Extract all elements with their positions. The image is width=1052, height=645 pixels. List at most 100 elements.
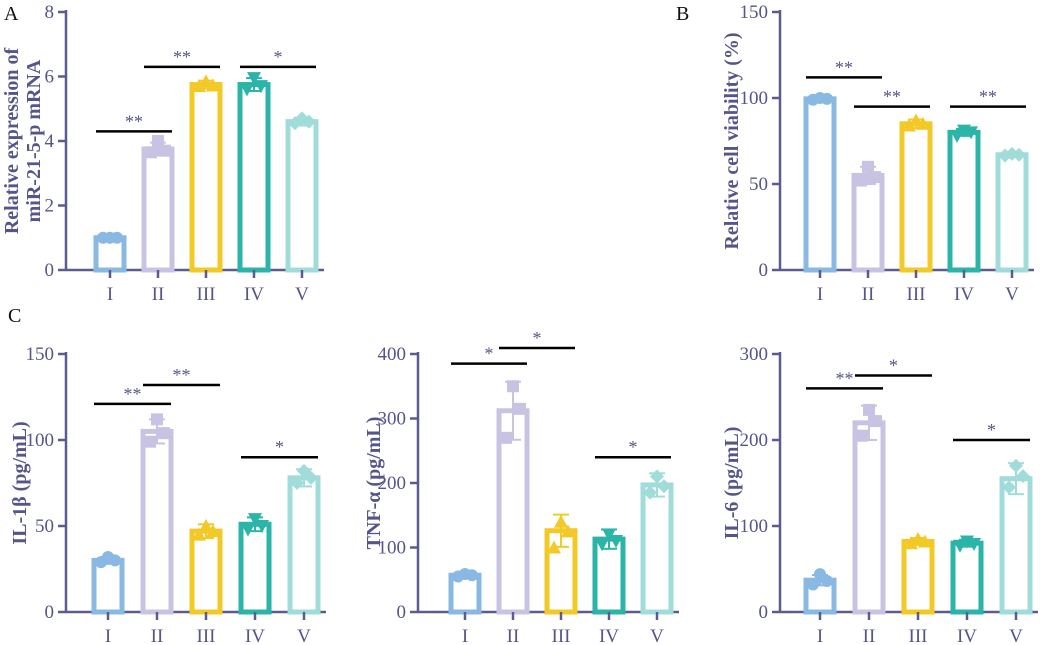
panel-letter-c: C <box>8 305 21 327</box>
data-point <box>248 513 262 527</box>
significance-label: ** <box>173 47 191 67</box>
data-point <box>145 146 157 159</box>
y-axis-label-line: miR-21-5-p mRNA <box>23 59 45 222</box>
y-tick-label: 100 <box>740 88 769 109</box>
x-tick-label: III <box>909 626 928 645</box>
x-tick-label: II <box>507 626 520 645</box>
chart-a: 0 2 4 6 8 Relative expression ofmiR-21-5-p mR… <box>1 2 324 305</box>
significance-label: * <box>987 420 996 440</box>
y-axis-label: IL-1β (pg/mL) <box>9 421 31 544</box>
y-tick-label: 100 <box>740 516 769 537</box>
data-point <box>960 535 974 549</box>
y-tick-label: 0 <box>759 602 769 623</box>
x-tick-label: V <box>1005 284 1019 305</box>
bar-iv <box>238 521 272 615</box>
data-point <box>290 476 304 490</box>
bar-iv <box>237 82 271 273</box>
y-tick-label: 150 <box>26 344 55 365</box>
data-point <box>241 523 255 537</box>
y-tick-label: 200 <box>740 430 769 451</box>
data-point <box>1005 146 1019 161</box>
data-point <box>295 111 309 126</box>
data-point <box>500 431 512 444</box>
y-tick-label: 0 <box>397 602 407 623</box>
data-point <box>254 80 268 94</box>
bar-v <box>640 482 674 615</box>
data-point <box>159 144 171 157</box>
bar-iii <box>189 528 223 615</box>
data-point <box>206 78 220 92</box>
significance-label: ** <box>979 87 997 107</box>
x-tick-label: II <box>863 626 876 645</box>
data-point <box>602 528 616 542</box>
data-point <box>904 536 918 550</box>
data-point <box>1009 458 1023 473</box>
bar-v <box>999 476 1033 615</box>
x-tick-label: I <box>817 626 823 645</box>
bar-iv <box>592 536 626 615</box>
significance-label: * <box>889 356 898 376</box>
data-point <box>297 463 311 478</box>
data-point <box>507 380 519 393</box>
data-point <box>650 469 664 484</box>
data-point <box>863 403 875 416</box>
y-tick-label: 150 <box>740 2 769 23</box>
data-point <box>144 435 156 448</box>
x-tick-label: III <box>197 626 216 645</box>
data-point <box>561 524 575 538</box>
data-point <box>240 83 254 97</box>
y-tick-label: 8 <box>45 2 55 23</box>
x-tick-label: IV <box>957 626 977 645</box>
x-tick-label: III <box>552 626 571 645</box>
data-point <box>459 567 471 580</box>
y-tick-label: 2 <box>45 196 55 217</box>
panel-letter-a: A <box>4 3 19 25</box>
y-tick-label: 0 <box>45 260 55 281</box>
data-point <box>916 116 930 130</box>
y-axis-label-line: TNF-α (pg/mL) <box>363 417 385 550</box>
data-point <box>814 92 826 104</box>
data-point <box>869 171 881 184</box>
data-point <box>514 402 526 415</box>
x-tick-label: II <box>151 626 164 645</box>
data-point <box>870 415 882 428</box>
x-tick-label: III <box>907 284 926 305</box>
bar-i <box>803 96 837 273</box>
data-point <box>911 531 925 545</box>
data-point <box>192 527 206 541</box>
data-point <box>957 124 971 138</box>
significance-label: * <box>485 344 494 364</box>
data-point <box>595 538 609 552</box>
data-point <box>199 74 213 88</box>
y-axis-label: Relative expression ofmiR-21-5-p mRNA <box>1 48 45 235</box>
data-point <box>909 113 923 127</box>
data-point <box>814 568 826 581</box>
data-point <box>862 160 874 173</box>
x-tick-label: III <box>197 284 216 305</box>
significance-label: * <box>275 437 284 457</box>
bar-i <box>91 557 125 615</box>
data-point <box>643 485 657 500</box>
significance-label: ** <box>835 57 853 77</box>
bar-iv <box>947 129 981 273</box>
bar-iii <box>899 121 933 273</box>
data-point <box>158 427 170 440</box>
y-tick-label: 100 <box>26 430 55 451</box>
bar-iii <box>901 538 935 615</box>
x-tick-label: I <box>817 284 823 305</box>
x-tick-label: IV <box>599 626 619 645</box>
x-tick-label: IV <box>245 626 265 645</box>
x-tick-label: I <box>107 284 113 305</box>
y-tick-label: 6 <box>45 67 55 88</box>
y-tick-label: 200 <box>378 473 407 494</box>
y-tick-label: 50 <box>749 174 768 195</box>
data-point <box>151 413 163 426</box>
significance-label: ** <box>836 368 854 388</box>
data-point <box>102 550 114 563</box>
y-axis-label-line: IL-1β (pg/mL) <box>9 421 31 544</box>
x-tick-label: II <box>152 284 165 305</box>
data-point <box>547 540 561 554</box>
